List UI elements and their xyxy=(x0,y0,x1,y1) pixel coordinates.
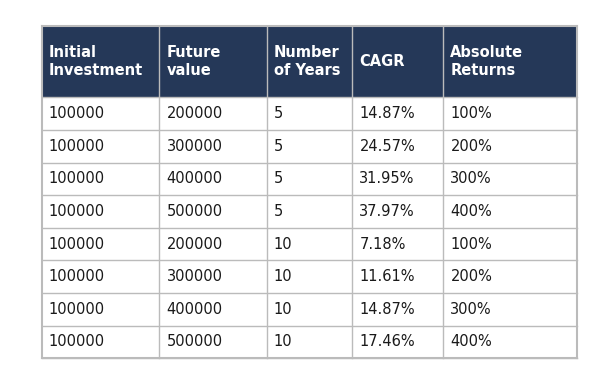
Bar xyxy=(42,195,577,228)
Text: 14.87%: 14.87% xyxy=(359,302,415,317)
Bar xyxy=(42,326,577,358)
Text: 400%: 400% xyxy=(450,204,492,219)
Text: Future
value: Future value xyxy=(167,45,221,78)
Text: 100000: 100000 xyxy=(49,139,105,154)
Text: 10: 10 xyxy=(274,236,292,251)
Text: 200000: 200000 xyxy=(167,236,223,251)
Text: 5: 5 xyxy=(274,172,283,186)
Text: 500000: 500000 xyxy=(167,204,223,219)
Text: 100000: 100000 xyxy=(49,236,105,251)
Text: 100000: 100000 xyxy=(49,172,105,186)
Text: 300000: 300000 xyxy=(167,139,223,154)
Text: 100000: 100000 xyxy=(49,334,105,349)
Bar xyxy=(42,97,577,130)
Text: 10: 10 xyxy=(274,269,292,284)
Text: 300%: 300% xyxy=(450,172,492,186)
Text: 100000: 100000 xyxy=(49,204,105,219)
Text: 100000: 100000 xyxy=(49,302,105,317)
Bar xyxy=(42,163,577,195)
Text: 100000: 100000 xyxy=(49,106,105,121)
Bar xyxy=(42,130,577,163)
Text: 400000: 400000 xyxy=(167,172,223,186)
Text: 500000: 500000 xyxy=(167,334,223,349)
Text: 200000: 200000 xyxy=(167,106,223,121)
Text: 400%: 400% xyxy=(450,334,492,349)
Text: 100%: 100% xyxy=(450,236,492,251)
Text: 200%: 200% xyxy=(450,139,492,154)
Text: 5: 5 xyxy=(274,106,283,121)
Text: 300000: 300000 xyxy=(167,269,223,284)
Text: 14.87%: 14.87% xyxy=(359,106,415,121)
Text: 5: 5 xyxy=(274,139,283,154)
Text: 31.95%: 31.95% xyxy=(359,172,415,186)
Text: Number
of Years: Number of Years xyxy=(274,45,340,78)
Text: 10: 10 xyxy=(274,302,292,317)
Text: 400000: 400000 xyxy=(167,302,223,317)
Text: 17.46%: 17.46% xyxy=(359,334,415,349)
Text: 300%: 300% xyxy=(450,302,492,317)
Text: 11.61%: 11.61% xyxy=(359,269,415,284)
Text: CAGR: CAGR xyxy=(359,54,405,69)
Text: Absolute
Returns: Absolute Returns xyxy=(450,45,524,78)
Bar xyxy=(42,260,577,293)
Bar xyxy=(42,293,577,326)
Text: 24.57%: 24.57% xyxy=(359,139,415,154)
Text: Initial
Investment: Initial Investment xyxy=(49,45,143,78)
Bar xyxy=(42,228,577,260)
Text: 100%: 100% xyxy=(450,106,492,121)
Bar xyxy=(42,26,577,97)
Text: 100000: 100000 xyxy=(49,269,105,284)
Text: 200%: 200% xyxy=(450,269,492,284)
Text: 10: 10 xyxy=(274,334,292,349)
Text: 7.18%: 7.18% xyxy=(359,236,406,251)
Text: 37.97%: 37.97% xyxy=(359,204,415,219)
Text: 5: 5 xyxy=(274,204,283,219)
